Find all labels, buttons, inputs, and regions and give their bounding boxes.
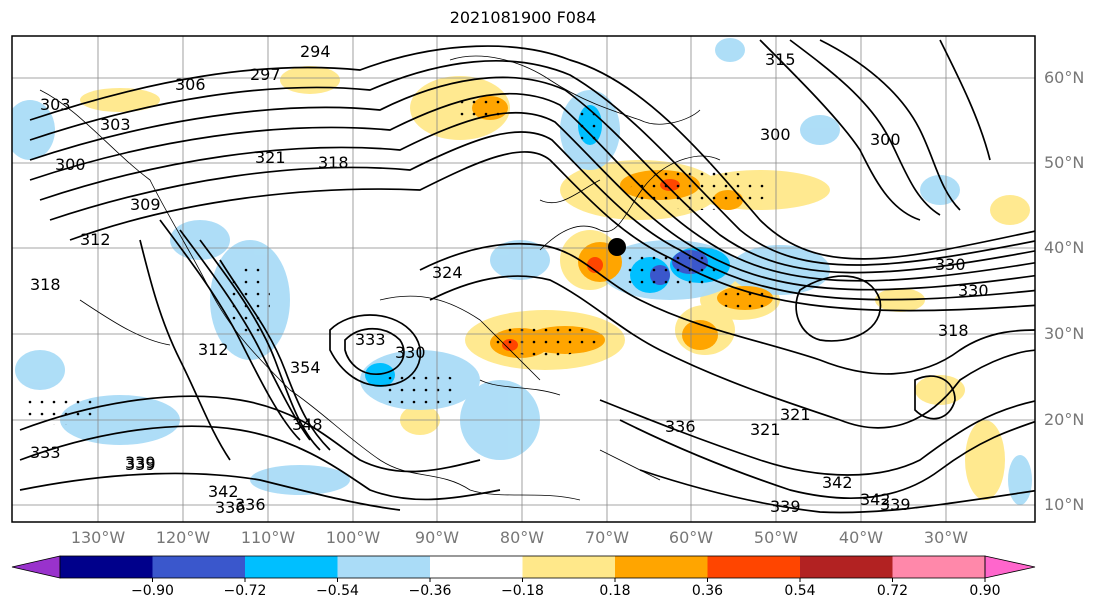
latitude-label: 10°N <box>1044 495 1085 514</box>
colorbar-extend-high <box>984 555 1036 579</box>
contour-label: 330 <box>958 281 989 300</box>
longitude-label: 90°W <box>414 528 460 547</box>
colorbar-tick-label: −0.54 <box>316 583 359 599</box>
colorbar-tick-label: −0.36 <box>408 583 452 599</box>
contour-label: 303 <box>40 95 71 114</box>
contour-label: 312 <box>80 230 111 249</box>
colorbar-tick-label: 0.18 <box>599 583 631 599</box>
colorbar-segment <box>522 556 615 578</box>
longitude-label: 50°W <box>753 528 799 547</box>
contour-label: 342 <box>860 490 891 509</box>
colorbar-segment <box>430 556 523 578</box>
contour-label: 330 <box>395 343 426 362</box>
contour-label: 348 <box>292 415 323 434</box>
colorbar-tick-label: 0.72 <box>876 583 909 599</box>
height-contours <box>19 39 1035 514</box>
latitude-label: 60°N <box>1044 68 1085 87</box>
colorbar-tick-label: −0.18 <box>501 583 544 599</box>
contour-label: 321 <box>780 405 811 424</box>
contour-label: 318 <box>318 153 349 172</box>
contour-label: 318 <box>938 321 969 340</box>
colorbar-segment <box>337 556 430 578</box>
contour-label: 300 <box>870 130 901 149</box>
contour-label: 342 <box>208 482 239 501</box>
colorbar-tick-label: −0.90 <box>131 583 174 599</box>
contour-label: 333 <box>30 443 61 462</box>
longitude-label: 70°W <box>584 528 630 547</box>
shading-layer <box>12 38 1032 505</box>
contour-label: 297 <box>250 65 281 84</box>
contour-label: 312 <box>198 340 229 359</box>
latitude-label: 40°N <box>1044 238 1085 257</box>
longitude-label: 60°W <box>668 528 714 547</box>
contour-label: 336 <box>235 495 266 514</box>
contour-label: 339 <box>125 455 156 474</box>
colorbar-tick-label: 0.36 <box>691 583 724 599</box>
contour-label: 300 <box>55 155 86 174</box>
colorbar-segment <box>152 556 245 578</box>
colorbar <box>11 555 1036 582</box>
contour-label: 336 <box>665 417 696 436</box>
contour-label: 336 <box>215 498 246 517</box>
colorbar-tick-label: 0.90 <box>969 583 1001 599</box>
map-title: 2021081900 F084 <box>449 8 597 27</box>
longitude-label: 30°W <box>923 528 969 547</box>
contour-label: 321 <box>255 148 286 167</box>
longitude-label: 80°W <box>499 528 545 547</box>
contour-label: 303 <box>100 115 131 134</box>
colorbar-extend-low <box>11 555 61 579</box>
longitude-label: 120°W <box>155 528 211 547</box>
colorbar-segment <box>707 556 800 578</box>
latitude-label: 20°N <box>1044 410 1085 429</box>
longitude-label: 110°W <box>240 528 296 547</box>
contour-label: 339 <box>125 453 156 472</box>
contour-label: 309 <box>130 195 161 214</box>
contour-label: 300 <box>760 125 791 144</box>
contour-label: 321 <box>750 420 781 439</box>
colorbar-tick-label: −0.72 <box>223 583 267 599</box>
latitude-label: 50°N <box>1044 153 1085 172</box>
colorbar-segment <box>245 556 338 578</box>
longitude-label: 100°W <box>325 528 381 547</box>
colorbar-segment <box>892 556 985 578</box>
contour-label: 354 <box>290 358 321 377</box>
latitude-label: 30°N <box>1044 324 1085 343</box>
contour-label: 333 <box>355 330 386 349</box>
colorbar-segment <box>615 556 708 578</box>
contour-label: 324 <box>432 263 463 282</box>
colorbar-tick-label: 0.54 <box>784 583 816 599</box>
contour-label: 342 <box>822 473 853 492</box>
contour-labels: 294 297 306 303 300 321 318 312 318 309 303 300 300 3… <box>30 42 989 517</box>
contour-label: 339 <box>880 495 911 514</box>
longitude-label: 130°W <box>70 528 126 547</box>
contour-label: 318 <box>30 275 61 294</box>
colorbar-segment <box>800 556 893 578</box>
colorbar-segment <box>60 556 153 578</box>
contour-label: 315 <box>765 50 796 69</box>
contour-label: 330 <box>935 255 966 274</box>
longitude-label: 40°W <box>838 528 884 547</box>
storm-center-marker <box>608 238 626 256</box>
contour-label: 339 <box>770 497 801 516</box>
contour-label: 306 <box>175 75 206 94</box>
map-frame <box>11 35 1036 523</box>
contour-label: 294 <box>300 42 331 61</box>
